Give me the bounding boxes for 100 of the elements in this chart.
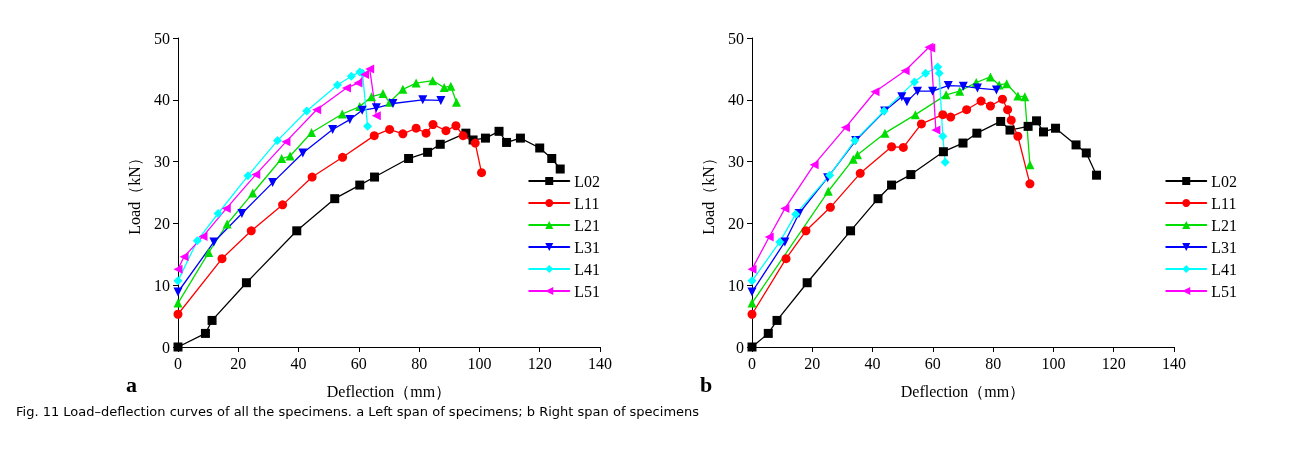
point [938,147,948,157]
point [369,131,379,141]
point [855,168,865,178]
point [365,64,375,74]
point [307,172,317,182]
point [985,101,995,111]
y-tick-label: 50 [154,29,170,47]
point [1023,121,1033,131]
point [781,254,791,264]
point [940,157,950,167]
legend-label: L11 [1211,194,1237,212]
point [494,126,504,136]
point [173,276,183,286]
point [198,231,208,241]
point [480,133,490,143]
text: b [700,371,713,397]
point [775,237,785,247]
x-tick-label: 140 [588,354,612,372]
point [371,111,381,121]
x-tick-label: 0 [748,354,756,372]
point [946,112,956,122]
point [747,276,757,286]
point [972,128,982,138]
point [367,92,377,102]
point [428,120,438,130]
point [337,109,347,119]
point [398,84,408,94]
x-tick-label: 80 [985,354,1002,372]
point [332,80,342,90]
point [246,226,256,236]
point [1032,116,1042,126]
point [873,194,883,204]
point [302,106,312,116]
point [200,328,210,338]
x-axis-title: Deflection（mm） [900,382,1026,400]
point [928,86,938,96]
point [243,171,253,181]
x-tick-label: 20 [230,354,247,372]
point [277,154,287,164]
x-tick-label: 100 [1041,354,1066,372]
legend-label: L31 [1211,238,1238,256]
point [880,128,890,138]
point [213,209,223,219]
point [747,342,757,352]
y-tick-label: 10 [154,276,170,294]
point [278,200,288,210]
point [371,103,381,113]
point [411,123,421,133]
point [1071,140,1081,150]
point [441,126,451,136]
point [535,143,545,153]
point [555,164,565,174]
point [898,142,908,152]
point [477,168,487,178]
text: a [126,371,137,397]
point [173,298,183,308]
point [887,180,897,190]
point [912,86,922,96]
point [962,105,972,115]
y-tick-label: 20 [728,214,744,232]
point [328,124,338,134]
x-tick-label: 60 [350,354,367,372]
point [423,147,433,157]
point [204,247,214,257]
point [801,226,811,236]
point [991,85,1001,95]
point [747,287,757,297]
legend-label: L31 [574,238,601,256]
point [547,154,557,164]
point [921,68,931,78]
point [764,232,774,242]
x-tick-label: 140 [1162,354,1186,372]
y-tick-label: 0 [162,338,170,356]
point [943,81,953,91]
y-axis-title: Load（kN） [699,150,717,235]
point [902,97,912,107]
point [1051,123,1061,133]
legend-label: L51 [1211,282,1238,300]
x-tick-label: 80 [411,354,428,372]
point [840,123,850,133]
x-tick-label: 60 [924,354,941,372]
legend-label: L21 [1211,216,1238,234]
point [435,139,445,149]
point [909,77,919,87]
point [825,202,835,212]
point [1081,148,1091,158]
x-axis-title: Deflection（mm） [326,382,452,400]
point [436,95,446,105]
y-tick-label: 40 [154,91,170,109]
point [747,264,757,274]
point [346,71,356,81]
point [179,252,189,262]
point [900,66,910,76]
point [451,121,461,131]
point [853,150,862,160]
point [192,236,202,246]
point [780,204,790,214]
y-tick-label: 40 [728,91,744,109]
point [934,68,944,78]
point [370,172,380,182]
